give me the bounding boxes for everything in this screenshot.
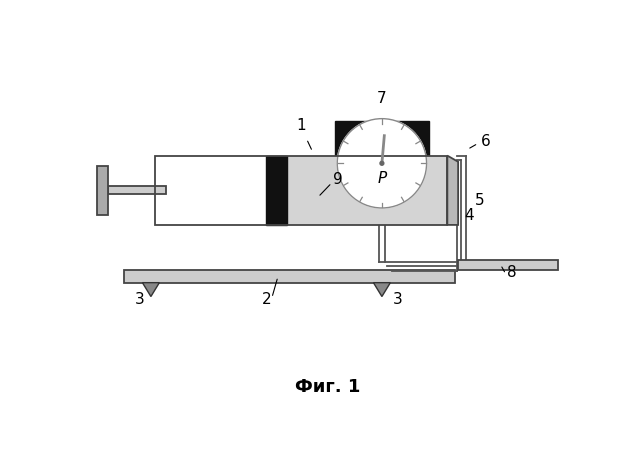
Polygon shape [143,283,159,296]
Bar [287,156,447,225]
Text: 2: 2 [262,292,271,307]
Text: P: P [377,171,387,186]
Text: 5: 5 [475,193,484,208]
Bar [335,121,429,209]
Bar [266,156,287,225]
Text: 3: 3 [392,292,402,307]
Text: 7: 7 [377,91,387,106]
Text: 1: 1 [296,118,306,133]
Text: 4: 4 [464,208,474,223]
Text: Фиг. 1: Фиг. 1 [295,378,361,396]
Text: 8: 8 [508,265,517,280]
Circle shape [337,119,427,208]
Circle shape [380,161,384,165]
Bar [97,166,108,215]
Polygon shape [447,156,458,225]
Bar [155,156,447,225]
Text: 6: 6 [481,134,491,149]
Bar [124,270,455,283]
Text: 3: 3 [134,292,144,307]
Polygon shape [373,283,390,296]
Bar [108,186,166,195]
Text: 9: 9 [333,172,343,187]
Bar [155,156,447,225]
Bar [458,259,558,270]
